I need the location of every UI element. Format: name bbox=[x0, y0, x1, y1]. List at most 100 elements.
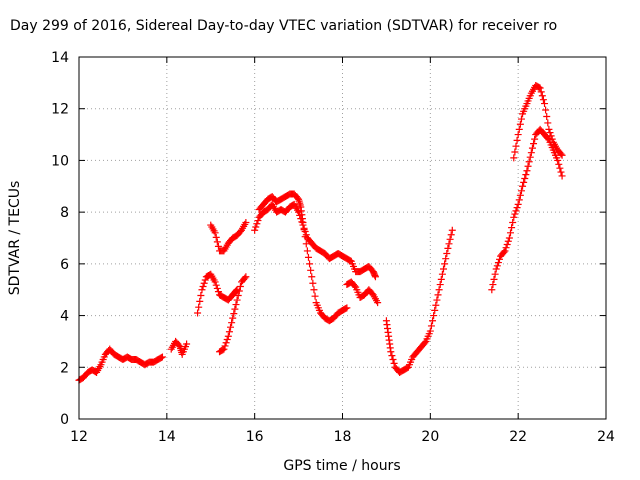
data-point bbox=[299, 218, 307, 226]
data-point bbox=[525, 158, 533, 166]
data-point bbox=[444, 244, 452, 252]
data-point bbox=[196, 297, 204, 305]
data-point bbox=[544, 119, 552, 127]
data-point bbox=[435, 286, 443, 294]
data-point bbox=[158, 353, 166, 361]
data-point bbox=[197, 292, 205, 300]
data-point bbox=[510, 154, 518, 162]
data-point bbox=[254, 217, 262, 225]
data-point bbox=[175, 341, 183, 349]
y-tick-label: 12 bbox=[51, 102, 69, 118]
data-point bbox=[433, 296, 441, 304]
x-axis-label: GPS time / hours bbox=[283, 458, 400, 474]
data-point bbox=[374, 299, 382, 307]
data-point bbox=[541, 100, 549, 108]
data-point bbox=[526, 153, 534, 161]
data-point bbox=[303, 247, 311, 255]
data-point bbox=[442, 255, 450, 263]
data-point bbox=[214, 288, 222, 296]
data-point bbox=[515, 196, 523, 204]
data-point bbox=[432, 301, 440, 309]
data-point bbox=[558, 172, 566, 180]
data-point bbox=[213, 238, 221, 246]
data-point bbox=[430, 312, 438, 320]
data-point bbox=[390, 359, 398, 367]
x-tick-label: 24 bbox=[597, 429, 615, 445]
data-point bbox=[241, 274, 249, 282]
data-point bbox=[219, 346, 227, 354]
data-point bbox=[252, 223, 260, 231]
data-point bbox=[222, 339, 230, 347]
data-points bbox=[75, 81, 566, 384]
data-point bbox=[536, 84, 544, 92]
data-point bbox=[524, 162, 532, 170]
data-point bbox=[521, 175, 529, 183]
data-point bbox=[371, 273, 379, 281]
data-point bbox=[543, 112, 551, 120]
data-point bbox=[512, 142, 520, 150]
data-point bbox=[527, 149, 535, 157]
data-point bbox=[426, 327, 434, 335]
x-tick-label: 20 bbox=[421, 429, 439, 445]
data-point bbox=[537, 88, 545, 96]
data-point bbox=[436, 281, 444, 289]
data-point bbox=[448, 226, 456, 234]
data-point bbox=[493, 262, 501, 270]
data-point bbox=[438, 270, 446, 278]
grid bbox=[79, 57, 606, 419]
data-point bbox=[427, 322, 435, 330]
data-point bbox=[501, 247, 509, 255]
data-point bbox=[213, 284, 221, 292]
data-point bbox=[504, 237, 512, 245]
data-point bbox=[183, 340, 191, 348]
y-tick-label: 8 bbox=[60, 205, 69, 221]
data-point bbox=[516, 191, 524, 199]
data-point bbox=[517, 115, 525, 123]
data-point bbox=[198, 286, 206, 294]
data-point bbox=[557, 150, 565, 158]
data-point bbox=[300, 226, 308, 234]
y-tick-label: 10 bbox=[51, 153, 69, 169]
data-point bbox=[389, 356, 397, 364]
data-point bbox=[558, 151, 566, 159]
data-point bbox=[229, 314, 237, 322]
data-point bbox=[489, 281, 497, 289]
data-point bbox=[230, 310, 238, 318]
data-point bbox=[530, 140, 538, 148]
data-point bbox=[301, 233, 309, 241]
data-point bbox=[523, 167, 531, 175]
data-point bbox=[306, 260, 314, 268]
data-point bbox=[234, 292, 242, 300]
data-point bbox=[308, 273, 316, 281]
data-point bbox=[157, 354, 165, 362]
y-tick-label: 14 bbox=[51, 50, 69, 66]
data-point bbox=[491, 270, 499, 278]
data-point bbox=[388, 352, 396, 360]
data-point bbox=[547, 132, 555, 140]
data-point bbox=[513, 136, 521, 144]
data-point bbox=[224, 332, 232, 340]
data-point bbox=[508, 224, 516, 232]
x-tick-label: 12 bbox=[70, 429, 88, 445]
data-point bbox=[506, 229, 514, 237]
data-point bbox=[235, 287, 243, 295]
data-point bbox=[445, 240, 453, 248]
data-point bbox=[531, 135, 539, 143]
data-point bbox=[225, 328, 233, 336]
chart-title: Day 299 of 2016, Sidereal Day-to-day VTE… bbox=[10, 18, 558, 34]
x-tick-label: 14 bbox=[158, 429, 176, 445]
data-point bbox=[429, 317, 437, 325]
data-point bbox=[302, 240, 310, 248]
data-point bbox=[214, 242, 222, 250]
x-ticks: 12 14 16 18 20 22 24 bbox=[70, 57, 615, 445]
data-point bbox=[201, 276, 209, 284]
data-point bbox=[496, 255, 504, 263]
data-point bbox=[510, 213, 518, 221]
data-point bbox=[511, 148, 519, 156]
data-point bbox=[446, 235, 454, 243]
data-point bbox=[311, 292, 319, 300]
data-point bbox=[511, 210, 519, 218]
data-point bbox=[514, 131, 522, 139]
data-point bbox=[554, 156, 562, 164]
data-point bbox=[545, 125, 553, 133]
